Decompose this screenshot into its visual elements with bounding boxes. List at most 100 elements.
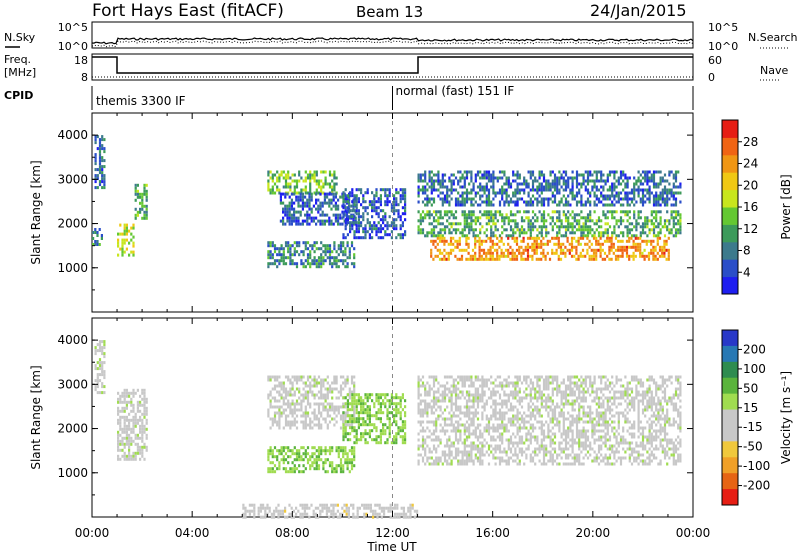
data-cell	[496, 417, 499, 421]
data-cell	[342, 402, 345, 406]
data-cell	[424, 234, 427, 238]
data-cell	[512, 194, 515, 198]
data-cell	[395, 411, 398, 415]
data-cell	[450, 188, 453, 192]
data-cell	[366, 399, 369, 403]
data-cell	[674, 191, 678, 195]
data-cell	[608, 225, 612, 229]
data-cell	[362, 420, 365, 424]
data-cell	[284, 414, 288, 418]
data-cell	[476, 450, 480, 454]
data-cell	[94, 138, 97, 142]
data-cell	[512, 459, 515, 463]
data-cell	[540, 242, 543, 246]
data-cell	[424, 441, 427, 445]
data-cell	[564, 188, 568, 192]
data-cell	[428, 420, 431, 424]
data-cell	[529, 225, 532, 229]
data-cell	[613, 188, 616, 192]
data-cell	[280, 458, 283, 462]
data-cell	[582, 228, 585, 232]
data-cell	[288, 204, 291, 208]
data-cell	[571, 231, 574, 235]
data-cell	[564, 231, 568, 235]
data-cell	[428, 231, 431, 235]
data-cell	[134, 213, 137, 217]
data-cell	[435, 375, 438, 379]
data-cell	[558, 179, 561, 183]
data-cell	[613, 182, 616, 186]
data-cell	[512, 444, 515, 448]
data-cell	[580, 185, 583, 189]
data-cell	[465, 414, 469, 418]
data-cell	[355, 206, 358, 210]
data-cell	[630, 245, 633, 249]
data-cell	[591, 234, 594, 238]
data-cell	[479, 384, 482, 388]
data-cell	[438, 257, 442, 261]
data-cell	[611, 231, 614, 235]
data-cell	[503, 417, 506, 421]
data-cell	[388, 224, 391, 228]
data-cell	[430, 213, 433, 217]
data-cell	[461, 375, 464, 379]
data-cell	[100, 234, 103, 237]
data-cell	[525, 456, 528, 460]
data-cell	[384, 224, 387, 228]
data-cell	[136, 433, 139, 437]
data-cell	[353, 399, 356, 403]
data-cell	[328, 185, 332, 189]
data-cell	[589, 173, 592, 177]
data-cell	[659, 179, 662, 183]
data-cell	[514, 441, 517, 445]
data-cell	[503, 414, 506, 418]
data-cell	[437, 456, 440, 460]
data-cell	[397, 408, 400, 412]
data-cell	[564, 225, 568, 229]
data-cell	[326, 201, 329, 205]
data-cell	[430, 399, 433, 403]
data-cell	[452, 390, 455, 394]
data-cell	[584, 254, 587, 258]
data-cell	[379, 435, 382, 439]
data-cell	[470, 216, 473, 220]
data-cell	[421, 456, 425, 460]
data-cell	[628, 210, 631, 214]
data-cell	[315, 207, 318, 211]
cpid-segment-label: themis 3300 IF	[96, 94, 186, 108]
data-cell	[523, 176, 526, 180]
data-cell	[322, 464, 325, 468]
data-cell	[454, 245, 457, 249]
data-cell	[518, 441, 521, 445]
data-cell	[368, 236, 371, 240]
data-cell	[134, 457, 137, 461]
data-cell	[505, 453, 508, 457]
data-cell	[291, 375, 294, 379]
data-cell	[309, 455, 312, 459]
data-cell	[101, 346, 104, 350]
data-cell	[334, 207, 337, 211]
data-cell	[527, 420, 530, 424]
data-cell	[441, 200, 444, 204]
data-cell	[481, 417, 484, 421]
data-cell	[502, 251, 505, 255]
data-cell	[364, 227, 367, 231]
data-cell	[125, 454, 128, 458]
data-cell	[349, 417, 352, 421]
data-cell	[463, 248, 466, 252]
data-cell	[529, 236, 532, 240]
data-cell	[447, 251, 450, 255]
data-cell	[641, 203, 645, 207]
data-cell	[306, 411, 310, 415]
data-cell	[101, 138, 104, 142]
data-cell	[435, 396, 438, 400]
data-cell	[344, 426, 347, 430]
data-cell	[304, 259, 307, 263]
data-cell	[324, 250, 327, 254]
data-cell	[599, 242, 602, 246]
data-cell	[600, 200, 603, 204]
data-cell	[533, 242, 536, 246]
data-cell	[656, 257, 659, 261]
data-cell	[507, 242, 510, 246]
data-cell	[342, 212, 345, 216]
